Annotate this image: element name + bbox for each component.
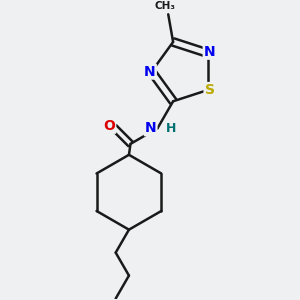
- Text: O: O: [103, 119, 115, 133]
- Text: N: N: [204, 45, 215, 59]
- Text: H: H: [167, 122, 177, 135]
- Text: CH₃: CH₃: [154, 1, 176, 10]
- Text: N: N: [145, 121, 157, 135]
- Text: N: N: [144, 64, 156, 79]
- Text: S: S: [205, 83, 214, 97]
